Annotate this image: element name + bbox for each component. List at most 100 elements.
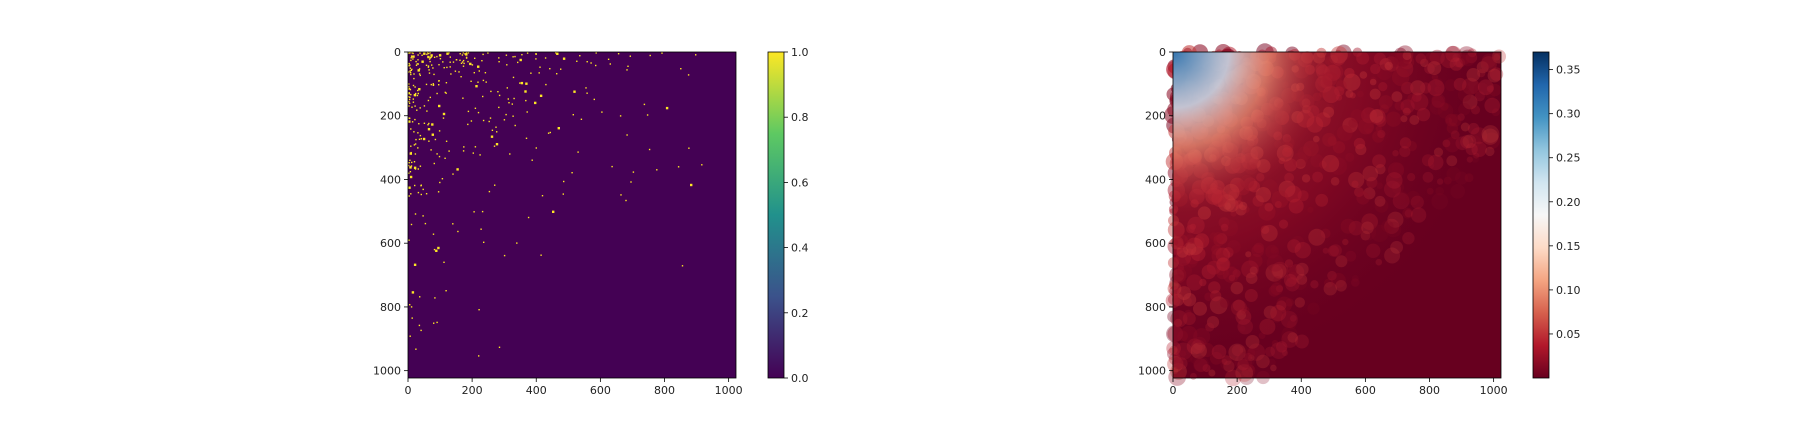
data-point bbox=[414, 143, 417, 145]
colorbar-tick-label: 0.10 bbox=[1556, 284, 1581, 297]
colorbar-1-gradient bbox=[767, 51, 785, 379]
data-point bbox=[465, 57, 468, 59]
data-point bbox=[417, 132, 419, 134]
data-point bbox=[649, 54, 651, 57]
data-point bbox=[540, 254, 542, 256]
data-point bbox=[417, 59, 419, 61]
data-point bbox=[445, 140, 448, 142]
data-point bbox=[506, 64, 508, 66]
data-point bbox=[423, 105, 426, 107]
data-point bbox=[460, 76, 462, 78]
data-point bbox=[432, 84, 435, 86]
data-point bbox=[464, 53, 466, 55]
data-point bbox=[452, 173, 454, 175]
heatmap-1-frame bbox=[407, 51, 737, 379]
data-point bbox=[481, 210, 484, 213]
data-point bbox=[408, 105, 410, 107]
data-point bbox=[410, 145, 412, 147]
data-point bbox=[498, 61, 500, 63]
data-point bbox=[627, 65, 629, 67]
x-tick-label: 400 bbox=[1291, 384, 1312, 397]
heatmap-1-points bbox=[408, 52, 703, 357]
data-point bbox=[521, 54, 523, 56]
data-point bbox=[428, 72, 431, 74]
data-point bbox=[452, 223, 454, 225]
data-point bbox=[477, 65, 480, 68]
data-point bbox=[514, 124, 516, 127]
data-point bbox=[409, 335, 411, 337]
data-point bbox=[541, 195, 544, 197]
data-point bbox=[626, 69, 628, 71]
data-point bbox=[526, 52, 529, 54]
data-point bbox=[483, 241, 485, 243]
data-point bbox=[419, 165, 422, 167]
y-tick-label: 400 bbox=[1145, 173, 1166, 186]
data-point bbox=[428, 69, 430, 71]
data-point bbox=[417, 63, 419, 65]
data-point bbox=[409, 171, 412, 173]
data-point bbox=[420, 138, 422, 140]
data-point bbox=[512, 56, 514, 58]
data-point bbox=[409, 175, 413, 179]
data-point bbox=[524, 90, 527, 93]
data-point bbox=[462, 150, 465, 152]
data-point bbox=[433, 162, 435, 165]
data-point bbox=[535, 58, 537, 60]
data-point bbox=[417, 147, 419, 149]
colorbar-2: 0.05 0.10 0.15 0.20 0.25 0.30 0.35 bbox=[1532, 51, 1581, 379]
data-point bbox=[563, 180, 565, 183]
data-point bbox=[478, 309, 480, 311]
data-point bbox=[580, 118, 583, 120]
data-point bbox=[477, 81, 479, 83]
data-point bbox=[426, 110, 428, 112]
data-point bbox=[408, 120, 411, 123]
data-point bbox=[408, 83, 410, 85]
data-point bbox=[431, 64, 433, 66]
colorbar-1: 0.0 0.2 0.4 0.6 0.8 1.0 bbox=[767, 46, 809, 385]
data-point bbox=[438, 104, 441, 108]
data-point bbox=[410, 59, 412, 62]
heatmap-2-frame bbox=[1172, 51, 1502, 379]
data-point bbox=[426, 52, 429, 54]
data-point bbox=[475, 85, 478, 88]
data-point bbox=[438, 155, 441, 158]
data-point bbox=[409, 88, 412, 91]
data-point bbox=[411, 52, 413, 54]
data-point bbox=[413, 166, 417, 169]
data-point bbox=[436, 321, 438, 324]
data-point bbox=[409, 152, 412, 155]
data-point bbox=[467, 60, 469, 63]
data-point bbox=[463, 62, 465, 65]
colorbar-tick-label: 0.15 bbox=[1556, 240, 1581, 253]
data-point bbox=[688, 147, 690, 149]
data-point bbox=[418, 324, 421, 327]
data-point bbox=[430, 56, 432, 59]
data-point bbox=[572, 114, 574, 116]
data-point bbox=[590, 62, 592, 64]
data-point bbox=[516, 242, 518, 244]
colorbar-2-gradient bbox=[1532, 51, 1550, 379]
data-point bbox=[411, 161, 413, 164]
data-point bbox=[446, 66, 448, 69]
data-point bbox=[496, 131, 498, 133]
y-tick-label: 600 bbox=[380, 237, 401, 250]
heatmap-2-y-ticks: 0 200 400 600 800 1000 bbox=[1138, 46, 1173, 378]
data-point bbox=[454, 70, 457, 72]
data-point bbox=[474, 57, 476, 59]
data-point bbox=[409, 64, 411, 66]
y-tick-label: 200 bbox=[1145, 110, 1166, 123]
data-point bbox=[690, 183, 693, 187]
data-point bbox=[408, 86, 410, 88]
data-point bbox=[410, 223, 413, 226]
data-point bbox=[409, 96, 411, 99]
data-point bbox=[419, 74, 421, 77]
data-point bbox=[408, 98, 411, 101]
data-point bbox=[410, 306, 413, 308]
data-point bbox=[473, 211, 475, 213]
data-point bbox=[445, 82, 448, 84]
heatmap-1-x-ticks: 0 200 400 600 800 1000 bbox=[405, 378, 743, 397]
data-point bbox=[413, 131, 415, 133]
data-point bbox=[512, 76, 515, 79]
data-point bbox=[629, 55, 631, 57]
data-point bbox=[687, 74, 690, 76]
